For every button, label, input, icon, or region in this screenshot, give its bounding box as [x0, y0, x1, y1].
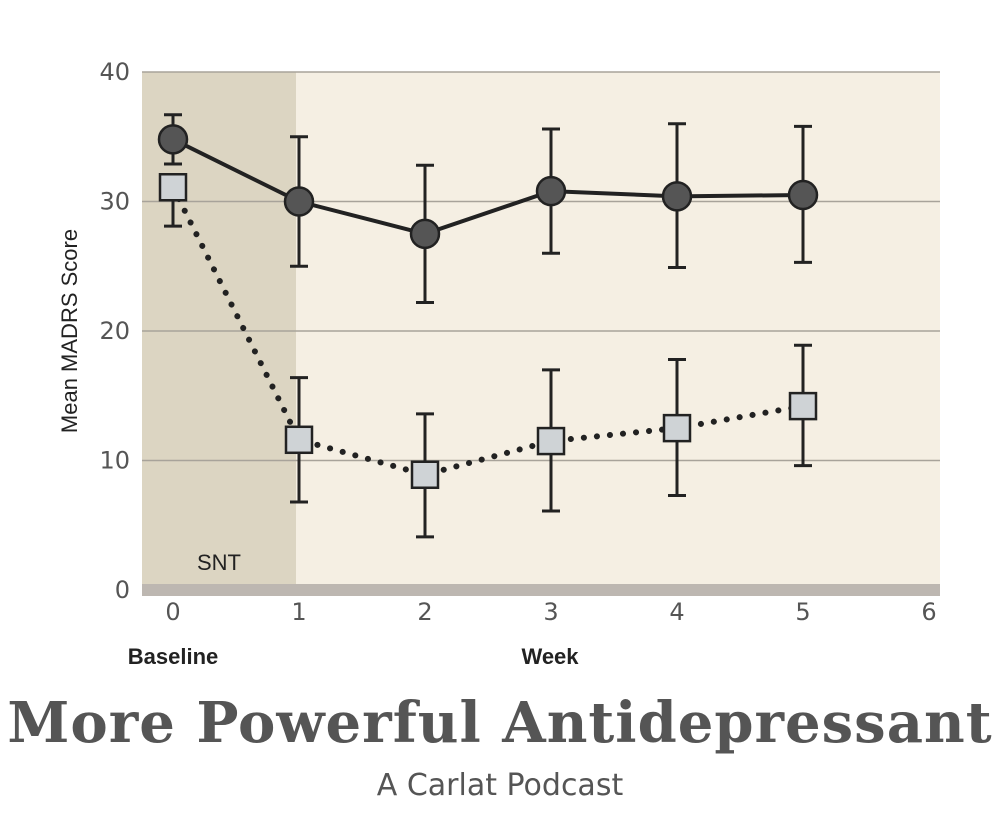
circle-marker: [283, 186, 315, 217]
banner-title: More Powerful Antidepressant: [7, 690, 993, 756]
snt-label: SNT: [197, 550, 241, 575]
banner-subtitle: A Carlat Podcast: [376, 768, 624, 803]
series-square-line: [170, 184, 806, 478]
x-axis-label: Week: [521, 644, 579, 669]
circle-marker: [157, 124, 189, 155]
x-tick-label: 4: [669, 598, 684, 626]
madrs-line-chart: 0 10 20 30 40 0 1 2 3 4 5 6 Baseline Week Mean MADRS S…: [57, 58, 940, 669]
square-marker: [788, 391, 818, 421]
circle-marker: [661, 181, 693, 212]
x-tick-label: 1: [291, 598, 306, 626]
circle-marker: [535, 175, 567, 207]
x-baseline-label: Baseline: [128, 644, 219, 669]
y-tick-label: 40: [99, 58, 130, 86]
y-axis-label: Mean MADRS Score: [57, 229, 82, 433]
x-axis-bar: [142, 584, 940, 596]
square-marker: [158, 173, 188, 202]
circle-marker: [787, 179, 819, 211]
y-tick-label: 20: [99, 317, 130, 345]
square-marker: [410, 460, 440, 489]
x-tick-label: 6: [921, 598, 936, 626]
x-tick-label: 5: [795, 598, 810, 626]
square-marker: [284, 425, 314, 455]
series-circle-line: [172, 137, 804, 236]
square-marker: [662, 413, 692, 443]
square-marker: [536, 426, 566, 456]
x-tick-label: 0: [165, 598, 180, 626]
y-tick-label: 30: [99, 188, 130, 216]
x-tick-label: 2: [417, 598, 432, 626]
x-tick-label: 3: [543, 598, 558, 626]
circle-marker: [409, 218, 441, 250]
y-tick-label: 0: [115, 576, 130, 604]
y-tick-label: 10: [99, 447, 130, 475]
